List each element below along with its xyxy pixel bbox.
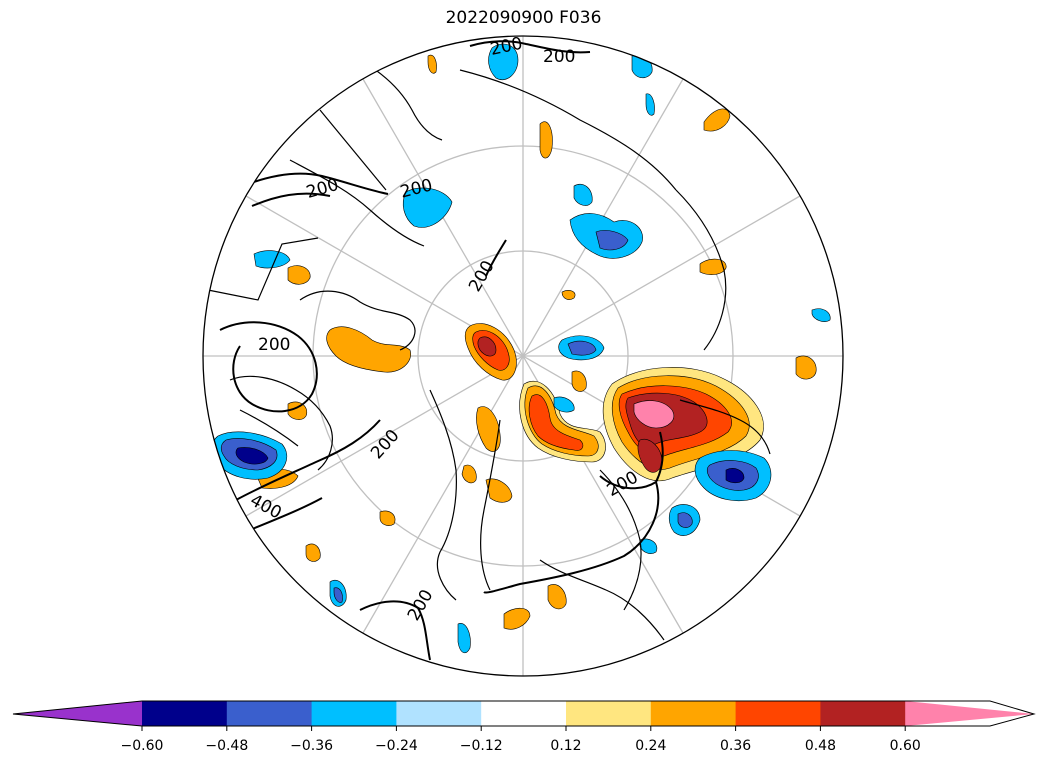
- meridian-150: [362, 78, 684, 634]
- anomaly-positive-region: [326, 326, 411, 373]
- contour-line: [219, 321, 318, 413]
- anomaly-positive-region: [287, 265, 311, 285]
- colorbar-segment: [481, 701, 567, 726]
- contour-label: 200: [488, 34, 524, 60]
- colorbar-tick-label: 0.36: [720, 738, 751, 754]
- contour-label: 200: [258, 335, 290, 355]
- anomaly-negative-region: [333, 587, 343, 603]
- anomaly-positive-region: [485, 478, 513, 503]
- anomaly-negative-region: [595, 230, 629, 251]
- anomaly-positive-region: [379, 510, 396, 526]
- anomaly-negative-region: [645, 93, 655, 116]
- anomaly-positive-region: [503, 607, 531, 630]
- colorbar-tick-label: 0.12: [550, 738, 581, 754]
- anomaly-positive-region: [561, 290, 576, 300]
- coastline-siberia-east: [459, 69, 677, 191]
- contour-label: 200: [543, 47, 575, 67]
- colorbar-tick-label: −0.48: [205, 738, 248, 754]
- colorbar-segment: [566, 701, 652, 726]
- anomaly-positive-region: [547, 584, 567, 610]
- colorbar-tick-label: −0.36: [290, 738, 333, 754]
- anomaly-positive-region: [287, 401, 308, 420]
- anomaly-negative-region: [553, 396, 575, 413]
- anomaly-positive-region: [699, 258, 727, 275]
- anomaly-positive-region: [571, 370, 587, 392]
- colorbar-segment: [396, 701, 482, 726]
- colorbar-tick-label: 0.60: [890, 738, 921, 754]
- colorbar-segment: [735, 701, 821, 726]
- colorbar-ticks: −0.60 −0.48 −0.36 −0.24 −0.12 0.12 0.24 0.36 0.4…: [121, 726, 921, 754]
- contour-line: [249, 497, 323, 531]
- contour-line: [235, 419, 381, 501]
- colorbar-segment: [650, 701, 737, 726]
- anomaly-positive-region: [476, 406, 501, 452]
- anomaly-positive-region: [703, 108, 731, 132]
- contour-line: [251, 192, 331, 207]
- anomaly-negative-region: [457, 623, 471, 654]
- colorbar-extend-min: [13, 701, 142, 726]
- polar-map: 200 200 200 200 200 200 200 200 400 200: [202, 34, 844, 677]
- anomaly-negative-region: [677, 512, 693, 528]
- anomaly-positive-region: [795, 355, 817, 380]
- contour-line: [483, 481, 660, 594]
- border-alaska-canada: [319, 109, 387, 191]
- anomaly-positive-region: [461, 464, 477, 484]
- anomaly-fills: [211, 43, 831, 654]
- anomaly-negative-region: [811, 308, 831, 322]
- contour-line: [247, 172, 389, 195]
- coastline-siberia: [675, 189, 727, 351]
- anomaly-positive-region: [528, 394, 584, 451]
- anomaly-negative-region: [253, 250, 291, 269]
- anomaly-negative-region: [402, 187, 453, 228]
- anomaly-negative-region: [725, 468, 745, 484]
- coastline-greenland-east: [480, 419, 501, 591]
- coastline-alaska: [289, 159, 425, 247]
- colorbar-segment: [226, 701, 313, 726]
- map-boundary: [202, 35, 844, 677]
- anomaly-positive-region: [427, 54, 437, 74]
- anomaly-negative-region: [573, 183, 593, 206]
- contour-line: [359, 600, 431, 661]
- colorbar-tick-label: −0.60: [121, 738, 164, 754]
- coastline-hudson: [239, 409, 299, 447]
- coastline-taymyr: [679, 399, 771, 455]
- border-canada-us: [207, 237, 319, 301]
- map-title: 2022090900 F036: [445, 8, 602, 28]
- coastline-canada: [229, 375, 333, 471]
- colorbar-outline: [12, 700, 1036, 727]
- contour-line: [469, 40, 591, 54]
- anomaly-negative-region: [488, 43, 519, 80]
- coastline-scandinavia: [599, 469, 642, 611]
- coastline-canada-archipelago: [299, 290, 416, 351]
- colorbar-tick-label: −0.12: [460, 738, 503, 754]
- colorbar-segment: [820, 701, 906, 726]
- contour-line: [485, 239, 507, 277]
- colorbar-segment: [142, 701, 228, 726]
- colorbar-segments: [13, 701, 1034, 726]
- colorbar-segment: [311, 701, 397, 726]
- anomaly-positive-region: [477, 336, 497, 357]
- coastline-greenland: [429, 389, 457, 601]
- colorbar-tick-label: 0.48: [805, 738, 836, 754]
- height-contours: [219, 40, 664, 661]
- coastline-europe: [539, 559, 665, 641]
- anomaly-negative-region: [639, 538, 658, 554]
- anomaly-positive-region: [633, 400, 675, 429]
- anomaly-negative-region: [235, 447, 269, 465]
- colorbar-tick-label: −0.24: [375, 738, 418, 754]
- anomaly-positive-region: [539, 121, 553, 159]
- colorbar-tick-label: 0.24: [635, 738, 666, 754]
- colorbar-extend-max: [905, 701, 1034, 726]
- anomaly-negative-region: [567, 340, 597, 356]
- anomaly-positive-region: [305, 543, 321, 562]
- coastlines: [207, 55, 771, 641]
- anomaly-positive-region: [637, 438, 663, 473]
